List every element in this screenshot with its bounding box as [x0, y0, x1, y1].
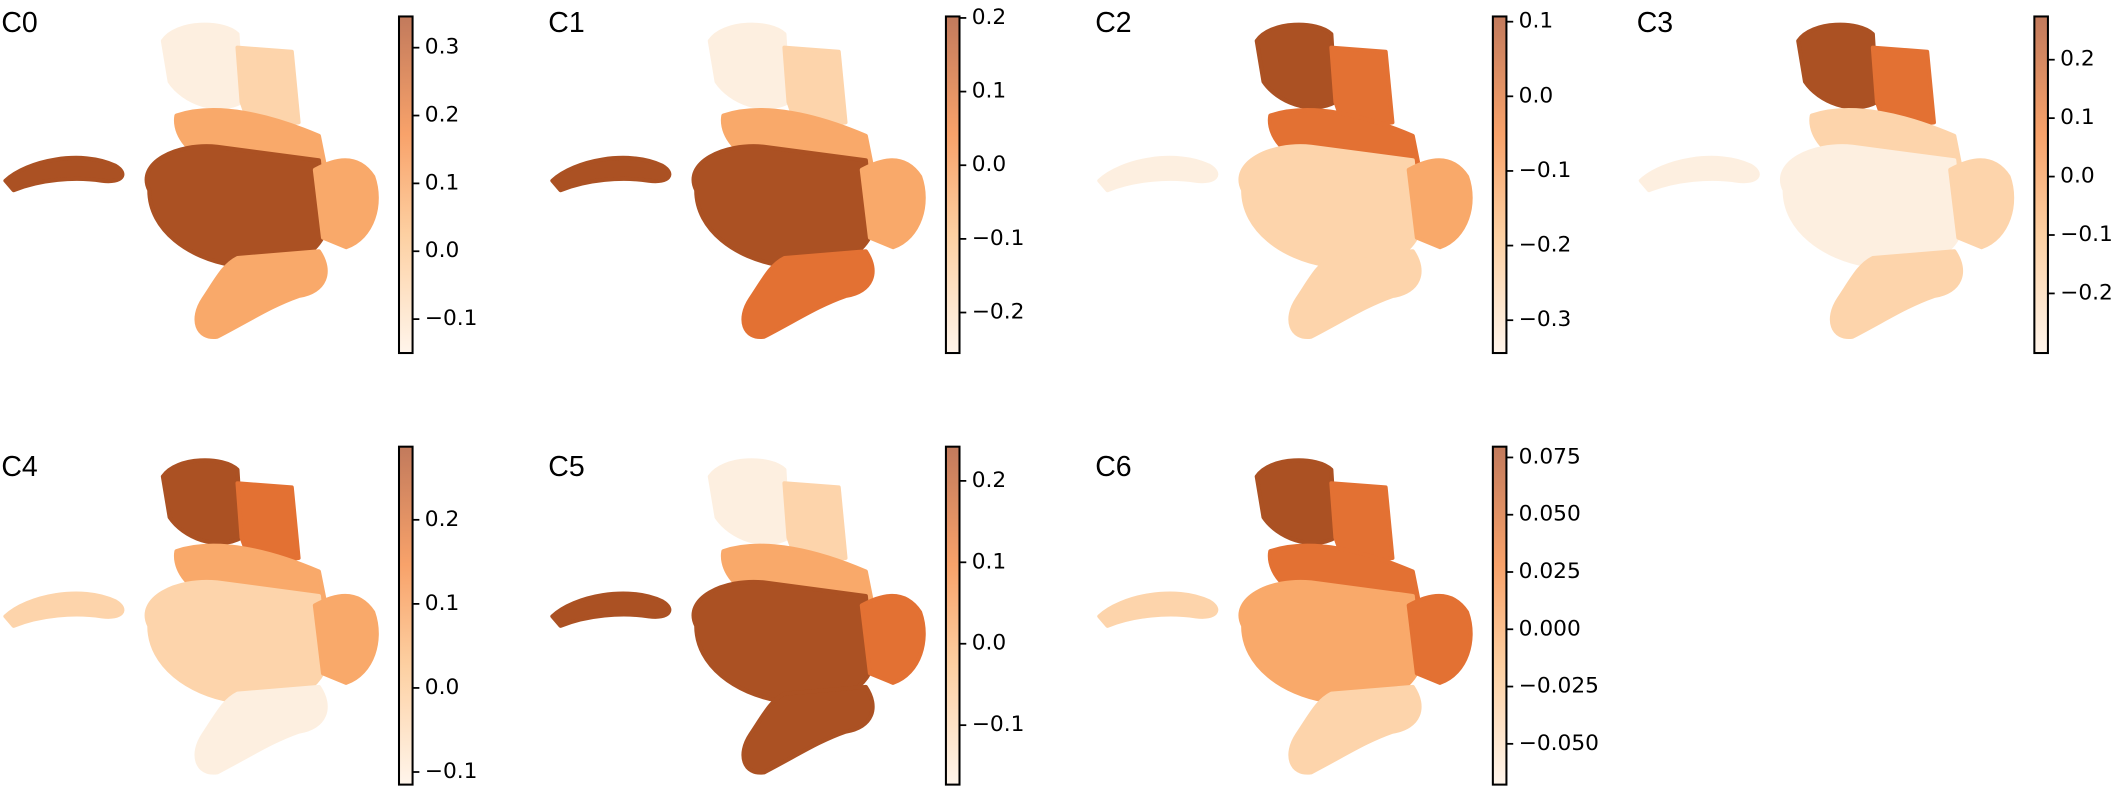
embedding	[3, 22, 379, 339]
colorbar-tick-label: 0.025	[1519, 559, 1581, 584]
colorbar-tick-label: −0.3	[1519, 307, 1572, 332]
colorbar	[944, 15, 961, 355]
panel-title: C0	[1, 7, 37, 39]
cell-cluster	[1238, 144, 1422, 270]
colorbar-tick-label: 0.2	[2060, 47, 2095, 72]
cell-cluster	[1097, 155, 1219, 193]
cell-cluster	[1254, 458, 1338, 546]
colorbar	[944, 445, 961, 786]
cell-cluster	[194, 249, 328, 339]
colorbar-tick-label: −0.025	[1519, 674, 1599, 699]
colorbar-tick-label: 0.2	[972, 5, 1007, 30]
colorbar-tick-label: 0.0	[972, 152, 1007, 177]
cell-cluster	[1288, 684, 1422, 775]
colorbar-tick-label: 0.2	[425, 507, 460, 532]
cell-cluster	[1948, 158, 2015, 250]
colorbar	[2033, 15, 2049, 355]
panel-title: C4	[1, 451, 37, 483]
embedding	[1638, 22, 2015, 339]
cell-cluster	[1638, 155, 1760, 193]
panel-title: C1	[548, 7, 584, 39]
colorbar-tick-label: 0.0	[972, 631, 1007, 656]
cell-cluster	[1254, 22, 1338, 110]
panel: C2 −0.3 −0.2 −0.1 0.0 0.1	[1095, 7, 1572, 355]
colorbar-tick-label: 0.075	[1519, 444, 1581, 469]
embedding	[3, 458, 379, 775]
colorbar-tick-label: −0.1	[2060, 222, 2113, 247]
colorbar	[1491, 445, 1508, 786]
panel: C0 −0.1 0.0 0.1 0.2 0.3	[1, 7, 478, 355]
cell-cluster	[550, 591, 672, 628]
cell-cluster	[160, 458, 244, 546]
cell-cluster	[550, 155, 672, 193]
colorbar-tick-label: 0.0	[425, 675, 460, 700]
colorbar-tick-label: 0.1	[425, 170, 460, 195]
cell-cluster	[1780, 144, 1964, 270]
panel: C3 −0.2 −0.1 0.0 0.1 0.2	[1637, 7, 2113, 355]
cell-cluster	[1406, 593, 1473, 685]
colorbar	[1491, 15, 1508, 355]
colorbar-tick-label: −0.1	[425, 306, 478, 331]
cell-cluster	[194, 684, 328, 775]
cell-cluster	[1097, 591, 1219, 628]
colorbar-tick-label: 0.000	[1519, 616, 1581, 641]
colorbar-tick-label: 0.0	[1519, 83, 1554, 108]
cell-cluster	[3, 591, 125, 628]
colorbar-tick-label: −0.2	[1519, 233, 1572, 258]
colorbar-tick-label: 0.1	[425, 591, 460, 616]
colorbar-tick-label: −0.1	[972, 712, 1025, 737]
cell-cluster	[1406, 158, 1473, 250]
cell-cluster	[859, 593, 926, 685]
colorbar-tick-label: −0.2	[2060, 280, 2113, 305]
colorbar-tick-label: −0.2	[972, 300, 1025, 325]
cell-cluster	[1288, 249, 1422, 339]
colorbar-tick-label: 0.1	[2060, 105, 2095, 130]
cell-cluster	[707, 458, 791, 546]
colorbar-tick-label: −0.1	[425, 759, 478, 784]
embedding	[550, 22, 926, 339]
colorbar-tick-label: 0.2	[425, 103, 460, 128]
cell-cluster	[1796, 22, 1879, 110]
cell-cluster	[1238, 579, 1422, 705]
panel-title: C3	[1637, 7, 1673, 39]
cell-cluster	[144, 144, 328, 270]
cell-cluster	[160, 22, 244, 110]
cell-cluster	[3, 155, 125, 193]
cell-cluster	[707, 22, 791, 110]
colorbar-tick-label: 0.2	[972, 468, 1007, 493]
cell-cluster	[691, 144, 875, 270]
colorbar-tick-label: 0.050	[1519, 502, 1581, 527]
colorbar-tick-label: −0.1	[1519, 158, 1572, 183]
colorbar-tick-label: 0.1	[972, 79, 1007, 104]
cell-cluster	[312, 158, 379, 250]
embedding	[1097, 458, 1473, 775]
cell-cluster	[691, 579, 875, 705]
panel: C4 −0.1 0.0 0.1 0.2	[1, 445, 478, 786]
colorbar-tick-label: 0.0	[2060, 164, 2095, 189]
embedding	[1097, 22, 1473, 339]
panel: C1 −0.2 −0.1 0.0 0.1 0.2	[548, 5, 1025, 355]
cell-cluster	[144, 579, 328, 705]
colorbar	[397, 445, 414, 786]
embedding	[550, 458, 926, 775]
cell-cluster	[1829, 249, 1964, 339]
colorbar-tick-label: 0.1	[1519, 9, 1554, 34]
colorbar-tick-label: −0.1	[972, 226, 1025, 251]
panel-title: C2	[1095, 7, 1131, 39]
colorbar	[397, 15, 414, 355]
panel: C5 −0.1 0.0 0.1 0.2	[548, 445, 1025, 786]
colorbar-tick-label: −0.050	[1519, 731, 1599, 756]
cell-cluster	[859, 158, 926, 250]
cell-cluster	[741, 684, 875, 775]
panel-title: C5	[548, 451, 584, 483]
panel-title: C6	[1095, 451, 1131, 483]
cell-cluster	[312, 593, 379, 685]
cell-cluster	[741, 249, 875, 339]
colorbar-tick-label: 0.1	[972, 549, 1007, 574]
panel: C6 −0.050 −0.025 0.000 0.025 0.050 0.075	[1095, 444, 1599, 786]
colorbar-tick-label: 0.0	[425, 238, 460, 263]
colorbar-tick-label: 0.3	[425, 35, 460, 60]
